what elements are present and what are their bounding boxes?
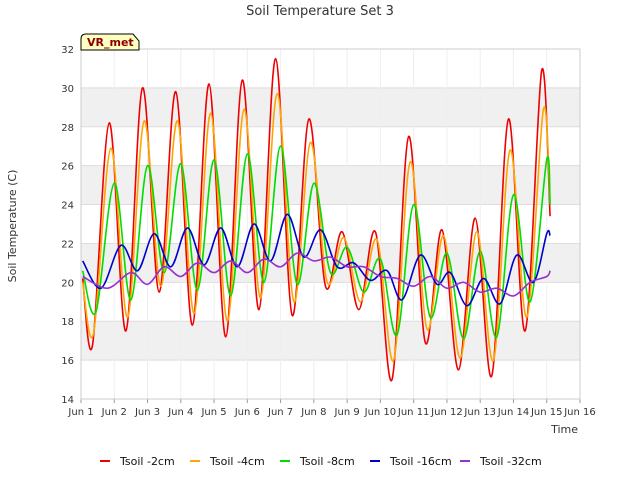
legend-label: Tsoil -16cm (389, 455, 452, 468)
y-axis-label: Soil Temperature (C) (6, 170, 19, 283)
series-line-tsoil-32cm (82, 252, 551, 297)
x-tick-label: Jun 3 (134, 407, 160, 418)
badge-label: VR_met (87, 36, 134, 49)
x-tick-label: Jun 10 (364, 407, 397, 418)
x-tick-label: Jun 6 (234, 407, 260, 418)
badge-shape (80, 33, 140, 51)
y-tick-label: 22 (61, 239, 74, 250)
background-band (81, 360, 580, 399)
series-line-tsoil-8cm (81, 145, 551, 340)
y-tick-label: 18 (61, 317, 74, 328)
background-band (81, 321, 580, 361)
legend-label: Tsoil -2cm (119, 455, 175, 468)
series-line-tsoil-16cm (82, 213, 551, 307)
x-tick-label: Jun 7 (267, 407, 293, 418)
y-tick-label: 16 (61, 356, 74, 367)
y-tick-label: 14 (61, 395, 74, 406)
legend-label: Tsoil -8cm (299, 455, 355, 468)
y-tick-label: 26 (61, 162, 74, 173)
y-tick-label: 28 (61, 123, 74, 134)
x-tick-label: Jun 13 (463, 407, 496, 418)
chart-title: Soil Temperature Set 3 (246, 4, 394, 19)
x-tick-label: Jun 2 (101, 407, 127, 418)
x-tick-label: Jun 14 (497, 407, 530, 418)
y-tick-label: 20 (61, 278, 74, 289)
x-tick-label: Jun 9 (334, 407, 360, 418)
x-tick-label: Jun 5 (200, 407, 226, 418)
x-tick-label: Jun 4 (167, 407, 193, 418)
plot-frame (80, 48, 581, 400)
x-tick-label: Jun 15 (530, 407, 563, 418)
background-band (81, 49, 580, 88)
series-line-tsoil-4cm (81, 92, 551, 362)
x-tick-label: Jun 12 (430, 407, 463, 418)
x-axis-label: Time (550, 423, 578, 436)
series-lines (81, 57, 551, 382)
station-badge: VR_met (80, 33, 140, 51)
x-tick-label: Jun 16 (563, 407, 596, 418)
background-band (81, 165, 580, 205)
background-band (81, 87, 580, 127)
x-tick-label: Jun 1 (67, 407, 93, 418)
x-tick-label: Jun 8 (300, 407, 326, 418)
axis-ticks: 14 16 18 20 22 24 26 28 30 32 Jun 1 Jun 2 Jun 3 Jun 4… (61, 45, 596, 418)
y-tick-label: 30 (61, 84, 74, 95)
legend: Tsoil -2cm Tsoil -4cm Tsoil -8cm Tsoil -16c… (100, 455, 542, 468)
x-tick-label: Jun 11 (397, 407, 430, 418)
legend-label: Tsoil -4cm (209, 455, 265, 468)
background-band (81, 282, 580, 322)
background-band (81, 126, 580, 166)
y-tick-label: 24 (61, 201, 74, 212)
legend-label: Tsoil -32cm (479, 455, 542, 468)
y-tick-label: 32 (61, 45, 74, 56)
